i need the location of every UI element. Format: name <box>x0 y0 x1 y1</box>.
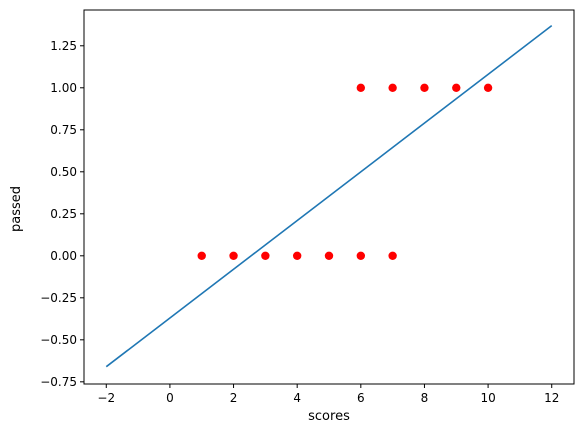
x-tick-label: 4 <box>293 391 301 405</box>
y-tick-label: 0.00 <box>50 249 77 263</box>
data-point <box>261 251 270 261</box>
data-point <box>420 83 429 92</box>
data-point <box>388 83 397 92</box>
y-tick-label: 1.25 <box>50 39 77 53</box>
data-point <box>356 251 366 261</box>
data-point <box>483 83 493 92</box>
plot-frame <box>83 9 575 385</box>
data-point <box>292 251 302 261</box>
x-tick-label: 8 <box>421 391 429 405</box>
x-tick-label: 10 <box>480 391 495 405</box>
axes-layer: −2 0 2 4 6 8 10 12 −0.75 −0.50 −0.25 0.00 0.25 0.50 0.… <box>40 9 575 405</box>
data-point <box>452 83 461 92</box>
data-point <box>388 251 397 261</box>
y-tick-label: −0.25 <box>40 291 77 305</box>
y-tick-label: 0.50 <box>50 165 77 179</box>
x-tick-label: 6 <box>357 391 365 405</box>
data-point <box>356 83 366 92</box>
data-point <box>197 251 206 261</box>
plot-layer <box>105 24 553 368</box>
x-tick-label: 0 <box>166 391 174 405</box>
data-point <box>229 251 238 261</box>
x-tick-label: 2 <box>230 391 238 405</box>
y-axis-label: passed <box>9 186 24 232</box>
y-tick-label: −0.50 <box>40 333 77 347</box>
x-axis-label: scores <box>308 409 350 424</box>
y-tick-label: 1.00 <box>50 81 77 95</box>
regression-line <box>105 24 553 368</box>
y-tick-label: −0.75 <box>40 375 77 389</box>
x-tick-label: 12 <box>544 391 559 405</box>
plot-area <box>105 24 553 368</box>
x-tick-label: −2 <box>97 391 115 405</box>
data-point <box>324 251 334 261</box>
y-tick-label: 0.75 <box>50 123 77 137</box>
y-tick-label: 0.25 <box>50 207 77 221</box>
